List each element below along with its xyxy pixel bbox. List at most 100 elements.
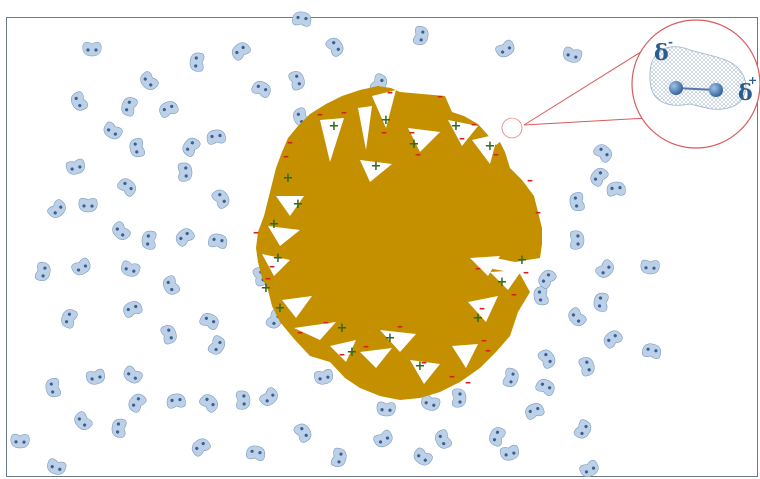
solvent-molecule [595,259,614,278]
solvent-molecule [10,433,30,449]
solvent-molecule [177,162,193,182]
negative-charge: – [253,225,259,239]
solvent-molecules [10,11,662,478]
negative-charge: – [397,319,403,333]
solvent-molecule [535,378,555,396]
negative-charge: – [421,355,427,369]
negative-charge: – [527,173,533,187]
positive-charge: + [517,253,528,268]
solvent-molecule [590,167,609,187]
delta-plus-label: δ [738,80,753,106]
solvent-molecule [103,121,123,140]
negative-charge: – [493,147,499,161]
solvent-molecule [568,307,587,327]
solvent-molecule [373,429,393,448]
solvent-molecule [162,275,180,295]
negative-charge: – [323,315,329,329]
solvent-molecule [641,343,662,359]
solvent-molecule [206,129,226,145]
positive-charge: + [275,301,286,316]
negative-charge: – [341,105,347,119]
negative-charge: – [339,347,345,361]
positive-charge: + [293,197,304,212]
solvent-molecule [640,259,660,275]
negative-charge: – [471,117,477,131]
solvent-molecule [231,42,251,61]
negative-charge: – [465,375,471,389]
solvent-molecule [140,71,159,90]
solvent-molecule [292,11,312,27]
solvent-molecule [121,97,138,117]
zoom-connector-line [523,117,649,126]
solvent-molecule [489,427,506,447]
solvent-molecule [259,387,278,406]
solvent-molecule [175,228,195,247]
solvent-molecule [78,197,98,213]
positive-charge: + [337,321,348,336]
solvent-molecule [593,292,609,312]
solvent-molecule [421,394,441,411]
positive-charge: + [409,137,420,152]
negative-charge: – [269,259,275,273]
positive-charge: + [269,217,280,232]
solvent-molecule [111,418,127,438]
delta-plus-sign: + [748,74,757,87]
zoom-connector-line [523,44,653,126]
solvent-molecule [189,52,205,72]
solvent-molecule [313,368,334,385]
positive-charge: + [473,311,484,326]
solvent-molecule [74,411,93,430]
solvent-molecule [533,286,549,306]
positive-charge: + [381,113,392,128]
solvent-molecule [199,313,219,330]
negative-charge: – [363,339,369,353]
solvent-molecule [325,37,344,57]
solvent-molecule [211,189,230,209]
positive-charge: + [347,345,358,360]
solvent-molecule [199,394,218,413]
positive-charge: + [261,281,272,296]
positive-charge: + [329,119,340,134]
negative-charge: – [409,125,415,139]
solvent-molecule [235,390,251,410]
positive-charge: + [385,331,396,346]
charged-particle [256,86,542,400]
solvent-molecule [34,261,51,281]
solvent-molecule [579,459,599,478]
negative-charge: – [265,271,271,285]
solvent-molecule [606,181,626,197]
solvent-molecule [82,42,102,57]
surface-charges: + ++ ++++++++++++++++– –– –– – –––––––––––––––… [253,85,541,389]
solvent-molecule [71,257,91,276]
solvent-molecule [573,419,592,439]
solvent-molecule [246,445,266,461]
solvent-molecule [525,403,545,420]
solvent-molecule [70,91,89,111]
solvent-molecule [128,393,147,413]
solvent-molecule [208,233,228,249]
solvent-molecule [85,368,105,385]
solvent-molecule [117,178,137,197]
positive-charge: + [485,139,496,154]
solvent-molecule [412,25,429,46]
negative-charge: – [449,369,455,383]
solvent-molecule [578,357,595,377]
diagram-frame [6,17,758,477]
positive-charge: + [273,251,284,266]
solvent-molecule [593,144,612,163]
solvent-molecule [47,199,66,218]
solvent-molecule [129,137,145,158]
solvent-molecule [166,393,186,409]
solvent-molecule [413,447,433,466]
solvent-molecule [499,444,519,461]
solvent-molecule [435,429,452,449]
solvent-molecule [112,221,131,240]
negative-charge: – [283,149,289,163]
delta-minus-sign: - [668,35,673,49]
negative-charge: – [387,85,393,99]
negative-charge: – [459,131,465,145]
solvent-molecule [160,325,177,345]
positive-charge: + [451,119,462,134]
solvent-molecule [159,101,179,118]
solvent-molecule [288,71,305,91]
